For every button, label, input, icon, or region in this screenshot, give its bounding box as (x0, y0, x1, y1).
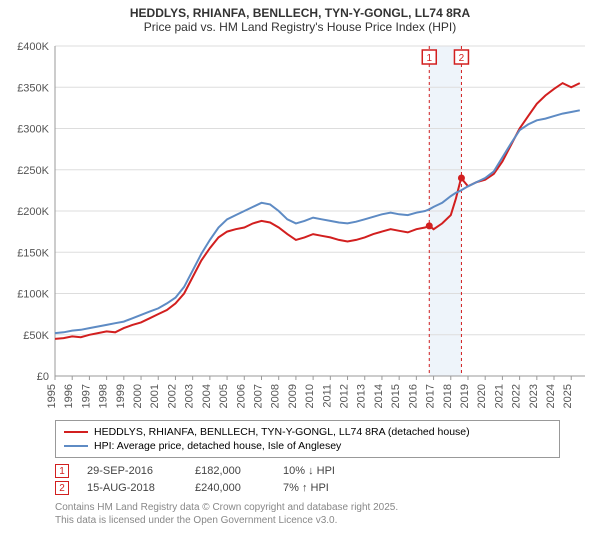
footer-line: Contains HM Land Registry data © Crown c… (55, 501, 600, 514)
legend-swatch-blue (64, 445, 88, 447)
legend-item: HPI: Average price, detached house, Isle… (64, 439, 551, 453)
svg-text:2023: 2023 (528, 384, 540, 408)
svg-text:£350K: £350K (17, 82, 49, 94)
svg-text:1995: 1995 (46, 384, 58, 408)
annotation-price: £240,000 (195, 482, 265, 494)
svg-text:£250K: £250K (17, 165, 49, 177)
line-chart-svg: £0 £50K £100K £150K £200K £250K £300K £350K £400… (0, 36, 600, 416)
annotation-row: 2 15-AUG-2018 £240,000 7% ↑ HPI (55, 481, 600, 495)
svg-text:£50K: £50K (23, 330, 49, 342)
svg-text:2014: 2014 (373, 384, 385, 408)
svg-text:2: 2 (459, 53, 465, 64)
svg-text:1998: 1998 (98, 384, 110, 408)
svg-text:2021: 2021 (493, 384, 505, 408)
annotation-diff: 7% ↑ HPI (283, 482, 373, 494)
chart-area: £0 £50K £100K £150K £200K £250K £300K £350K £400… (0, 36, 600, 416)
svg-text:2005: 2005 (218, 384, 230, 408)
svg-text:2022: 2022 (511, 384, 523, 408)
svg-text:2015: 2015 (390, 384, 402, 408)
svg-text:£400K: £400K (17, 41, 49, 53)
svg-text:2020: 2020 (476, 384, 488, 408)
svg-text:2017: 2017 (425, 384, 437, 408)
svg-text:1999: 1999 (115, 384, 127, 408)
svg-text:£200K: £200K (17, 206, 49, 218)
svg-text:£300K: £300K (17, 124, 49, 136)
legend-box: HEDDLYS, RHIANFA, BENLLECH, TYN-Y-GONGL,… (55, 420, 560, 458)
svg-text:2002: 2002 (166, 384, 178, 408)
svg-text:2006: 2006 (235, 384, 247, 408)
legend-label: HPI: Average price, detached house, Isle… (94, 440, 341, 452)
annotation-diff: 10% ↓ HPI (283, 465, 373, 477)
chart-title-line2: Price paid vs. HM Land Registry's House … (10, 20, 590, 34)
svg-text:2013: 2013 (356, 384, 368, 408)
footer-line: This data is licensed under the Open Gov… (55, 514, 600, 527)
svg-text:2016: 2016 (407, 384, 419, 408)
svg-text:2012: 2012 (339, 384, 351, 408)
legend-item: HEDDLYS, RHIANFA, BENLLECH, TYN-Y-GONGL,… (64, 425, 551, 439)
svg-text:2008: 2008 (270, 384, 282, 408)
svg-text:2001: 2001 (149, 384, 161, 408)
svg-text:2011: 2011 (321, 384, 333, 408)
svg-text:1: 1 (426, 53, 432, 64)
svg-text:1996: 1996 (63, 384, 75, 408)
svg-text:2018: 2018 (442, 384, 454, 408)
annotation-row: 1 29-SEP-2016 £182,000 10% ↓ HPI (55, 464, 600, 478)
svg-text:2004: 2004 (201, 384, 213, 408)
legend-swatch-red (64, 431, 88, 433)
legend-label: HEDDLYS, RHIANFA, BENLLECH, TYN-Y-GONGL,… (94, 426, 470, 438)
svg-text:2024: 2024 (545, 384, 557, 408)
svg-text:1997: 1997 (80, 384, 92, 408)
svg-text:2025: 2025 (562, 384, 574, 408)
svg-text:2019: 2019 (459, 384, 471, 408)
annotation-price: £182,000 (195, 465, 265, 477)
svg-text:2010: 2010 (304, 384, 316, 408)
annotation-date: 15-AUG-2018 (87, 482, 177, 494)
svg-text:2009: 2009 (287, 384, 299, 408)
svg-text:£100K: £100K (17, 289, 49, 301)
svg-text:2003: 2003 (184, 384, 196, 408)
annotation-marker-icon: 1 (55, 464, 69, 478)
footer-attribution: Contains HM Land Registry data © Crown c… (55, 501, 600, 527)
svg-text:2007: 2007 (252, 384, 264, 408)
svg-text:2000: 2000 (132, 384, 144, 408)
annotation-marker-icon: 2 (55, 481, 69, 495)
svg-text:£0: £0 (37, 371, 49, 383)
chart-title-line1: HEDDLYS, RHIANFA, BENLLECH, TYN-Y-GONGL,… (10, 6, 590, 20)
annotation-date: 29-SEP-2016 (87, 465, 177, 477)
svg-text:£150K: £150K (17, 247, 49, 259)
